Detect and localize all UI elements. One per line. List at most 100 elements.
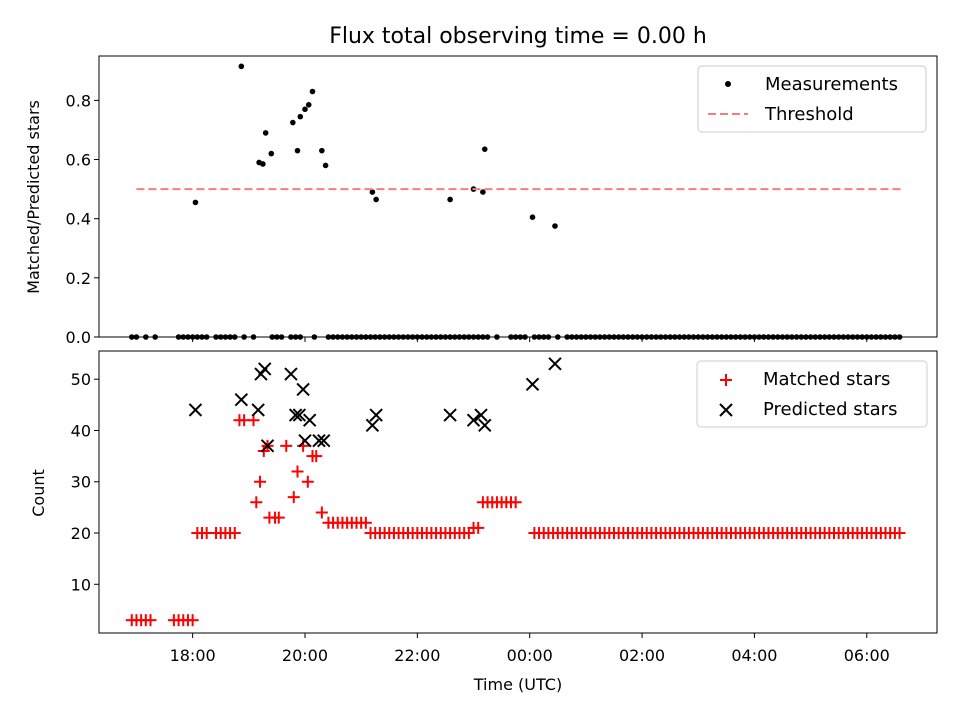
matched-point [280,439,293,452]
matched-point [310,450,323,463]
bottom-legend: Matched stars Predicted stars [696,360,928,428]
legend-predicted-label: Predicted stars [763,399,897,420]
predicted-point-b [443,408,457,422]
x-tick-label: 02:00 [619,646,665,665]
measurement-point [262,130,269,136]
matched-point [254,475,267,488]
predicted-point-b [234,393,249,407]
y-tick-label: 50 [71,370,91,389]
x-tick-label: 22:00 [394,646,440,665]
matched-point [144,614,157,627]
predicted-point-b [298,434,312,448]
measurement-point [297,113,304,120]
measurement-point [373,196,379,203]
predicted-point-b [260,439,275,453]
top-legend-box [697,65,927,133]
bottom-x-ticks: 18:00 20:00 22:00 00:00 02:00 04:00 06:00 [170,633,890,665]
predicted-point-b [474,408,488,422]
matched-point [228,527,241,540]
matched-point [472,521,485,534]
predicted-point-b [258,362,272,376]
top-plot-marks [128,63,905,340]
matched-point [301,475,314,488]
predicted-point [292,408,307,422]
legend-measurements-marker [725,81,731,87]
predicted-point-b [284,367,298,381]
matched-point [509,496,522,509]
chart-title: Flux total observing time = 0.00 h [329,24,707,49]
predicted-point-b [478,418,492,433]
predicted-point [298,434,312,448]
predicted-point [474,408,488,422]
measurement-point [268,150,275,157]
predicted-point-b [251,403,265,417]
matched-point [247,414,260,427]
predicted-point-b [188,403,203,417]
predicted-point [288,408,303,422]
predicted-point [312,434,326,448]
predicted-point-b [365,418,380,433]
bottom-axes-frame [98,350,938,634]
matched-point [315,506,328,519]
matched-point [186,614,199,627]
matched-point [272,511,285,524]
measurement-point [529,214,536,221]
top-y-ticks: 0.0 0.2 0.4 0.6 0.8 [66,91,99,347]
y-tick-label: 10 [71,575,91,594]
predicted-point [525,377,540,392]
top-y-axis-label: Matched/Predicted stars [24,100,43,294]
predicted-point [466,413,481,427]
predicted-point-b [548,357,562,371]
measurement-point [552,223,558,229]
legend-measurements-label: Measurements [765,74,898,95]
predicted-point [317,434,331,448]
measurement-point [319,147,325,154]
matched-point [359,516,372,529]
predicted-point [188,403,203,417]
measurement-point [238,63,245,70]
x-tick-label: 04:00 [731,646,777,665]
predicted-point-b [288,408,303,422]
matched-point [291,465,304,478]
x-tick-label: 00:00 [507,646,553,665]
measurement-point [192,199,199,206]
predicted-point-b [369,408,383,422]
predicted-point [296,382,310,397]
y-tick-label: 0.2 [66,269,91,288]
bottom-legend-box [696,360,928,428]
measurement-point [322,162,329,169]
predicted-point-b [302,413,317,427]
measurement-point [369,189,376,195]
predicted-point-b [292,408,307,422]
predicted-point-b [296,382,310,397]
x-tick-label: 06:00 [844,646,890,665]
bottom-panel: Count Time (UTC) 10 20 30 40 50 18:00 20:00 22… [29,350,938,694]
matched-point [893,527,906,540]
measurement-point [481,146,488,152]
x-tick-label: 20:00 [282,646,328,665]
predicted-point [260,439,275,453]
bottom-plot-marks [125,357,906,627]
predicted-point [548,357,562,371]
measurement-point [294,147,301,154]
predicted-point [251,403,265,417]
measurement-point [290,119,296,126]
predicted-point [284,367,298,381]
legend-predicted-marker [719,403,733,417]
legend-matched-marker [720,374,732,386]
legend-threshold-label: Threshold [764,104,854,125]
measurement-point [309,88,316,95]
y-tick-label: 0.0 [66,328,91,347]
y-tick-label: 20 [71,524,91,543]
predicted-point [234,393,249,407]
y-tick-label: 0.8 [66,91,91,110]
x-tick-label: 18:00 [170,646,216,665]
bottom-y-axis-label: Count [29,469,48,517]
y-tick-label: 30 [71,473,91,492]
measurement-point [447,196,453,203]
predicted-point [478,418,492,433]
measurement-point [480,189,486,195]
y-tick-label: 40 [71,421,91,440]
bottom-y-ticks: 10 20 30 40 50 [71,370,99,594]
